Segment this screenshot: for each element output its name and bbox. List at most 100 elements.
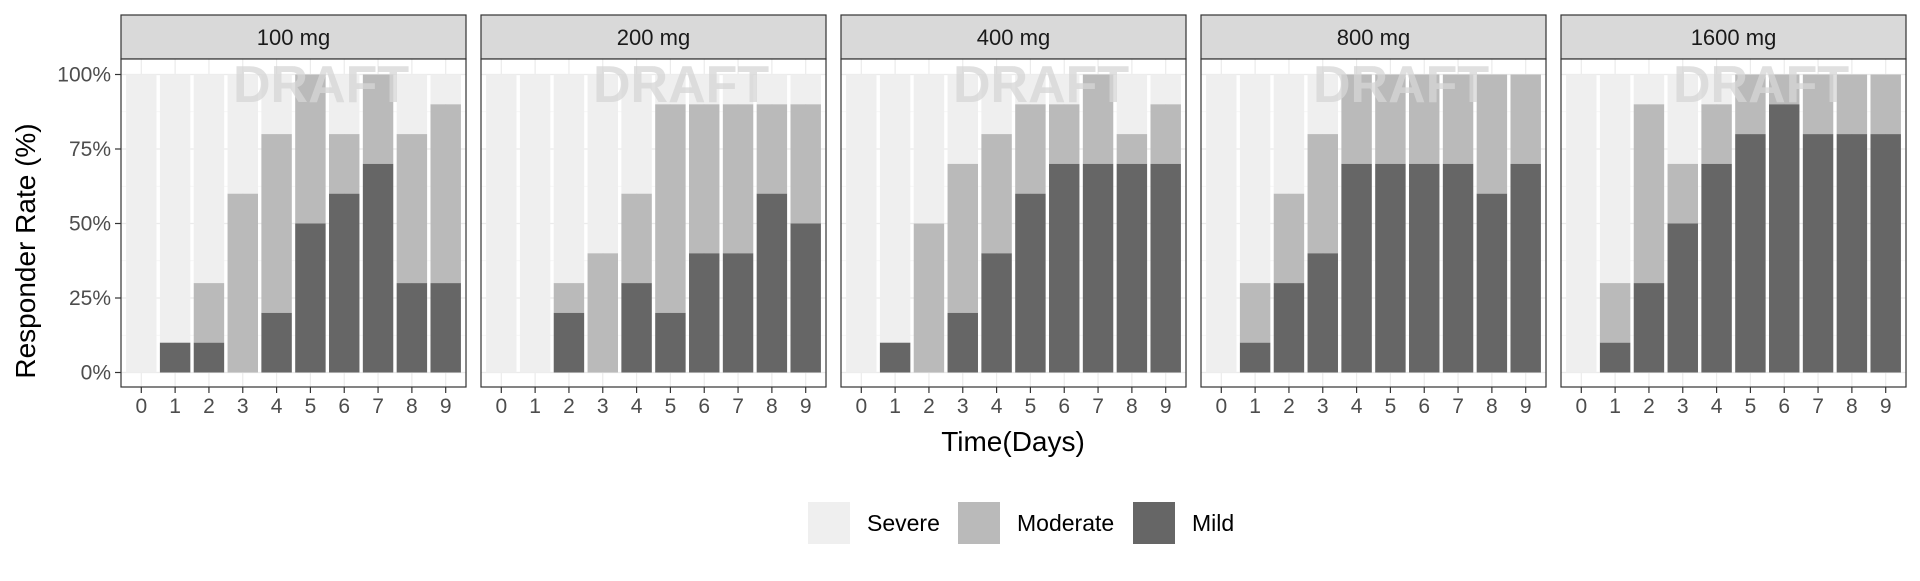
bar-moderate [1599,283,1631,343]
bar-group [846,74,1181,373]
x-tick-label: 5 [305,395,317,418]
x-tick-label: 0 [855,395,867,418]
bar-mild [790,223,821,373]
bar-moderate [1735,74,1766,135]
x-tick-label: 1 [1609,395,1621,418]
bar-mild [947,312,978,373]
bar-severe [981,74,1012,135]
bar-moderate [587,253,618,373]
x-tick-label: 7 [1092,395,1104,418]
bar-moderate [1633,104,1665,284]
x-tick-label: 5 [665,395,677,418]
bar-moderate [1870,74,1901,135]
bar-severe [756,74,788,105]
bar-mild [655,312,686,373]
bar-mild [1273,283,1305,373]
x-tick-label: 6 [1058,395,1070,418]
bar-severe [587,74,618,254]
facet-panel-3: 800 mg DRAFT 0 1 2 3 4 5 6 7 8 9 [1200,14,1547,418]
bar-severe [193,74,225,284]
x-tick-label: 4 [991,395,1003,418]
legend: Severe Moderate Mild [808,502,1234,544]
bar-mild [1341,163,1372,373]
x-axis-title: Time(Days) [941,426,1085,457]
bar-mild [329,193,360,373]
bar-moderate [295,74,326,224]
x-tick-label: 4 [631,395,643,418]
x-tick-label: 9 [1520,395,1532,418]
legend-key [1133,502,1175,544]
bar-severe [1599,74,1631,284]
y-tick-label: 50% [69,213,111,236]
panel-border [1560,58,1907,388]
bar-mild [1769,104,1800,373]
x-tick-label: 6 [338,395,350,418]
bar-mild [1735,134,1766,373]
bar-severe [722,74,754,105]
bar-severe [1633,74,1665,105]
bar-moderate [1307,134,1338,254]
bar-moderate [722,104,754,254]
bar-mild [1442,163,1474,373]
bar-group [1206,74,1541,373]
bar-mild [261,312,292,373]
x-tick-label: 7 [1452,395,1464,418]
bar-group [486,74,821,373]
x-tick-label: 9 [1160,395,1172,418]
legend-label: Severe [867,510,940,536]
y-tick-label: 0% [81,362,111,385]
x-tick-label: 3 [597,395,609,418]
x-tick-label: 3 [957,395,969,418]
bar-mild [689,253,720,373]
x-tick-label: 3 [1317,395,1329,418]
bar-severe [1150,74,1181,105]
bar-severe [329,74,360,135]
bar-severe [1307,74,1338,135]
bar-moderate [1341,74,1372,164]
bar-moderate [1375,74,1406,164]
bar-severe [846,74,877,373]
bar-severe [430,74,461,105]
facet-panel-1: 200 mg DRAFT 0 1 2 3 4 5 6 7 8 9 [480,14,827,418]
bar-severe [1206,74,1237,373]
x-tick-label: 8 [1486,395,1498,418]
bar-mild [1599,342,1631,373]
bar-mild [1015,193,1046,373]
bar-severe [227,74,258,194]
x-tick-label: 8 [1126,395,1138,418]
x-tick-label: 8 [1846,395,1858,418]
bar-severe [1701,74,1732,105]
bar-mild [1836,134,1868,373]
x-tick-label: 6 [698,395,710,418]
bar-moderate [790,104,821,224]
x-tick-label: 2 [923,395,935,418]
bar-severe [621,74,652,194]
bar-moderate [329,134,360,194]
bar-moderate [947,163,978,313]
bar-mild [756,193,788,373]
x-tick-label: 0 [495,395,507,418]
x-tick-label: 4 [1351,395,1363,418]
bar-severe [126,74,157,373]
x-tick-label: 5 [1745,395,1757,418]
bar-mild [1375,163,1406,373]
facet-strip-label: 100 mg [257,25,330,50]
x-tick-label: 8 [406,395,418,418]
bar-moderate [1049,104,1080,164]
watermark-text: DRAFT [1673,56,1849,114]
bar-severe [396,74,428,135]
panel-border [840,58,1187,388]
bar-moderate [1836,74,1868,135]
x-tick-label: 3 [237,395,249,418]
bar-mild [621,283,652,373]
legend-item: Severe [808,502,940,544]
bar-mild [362,163,394,373]
x-tick-label: 0 [1215,395,1227,418]
bar-moderate [1442,74,1474,164]
x-tick-label: 3 [1677,395,1689,418]
bar-mild [1116,163,1148,373]
bar-moderate [1273,193,1305,284]
bar-severe [913,74,945,224]
